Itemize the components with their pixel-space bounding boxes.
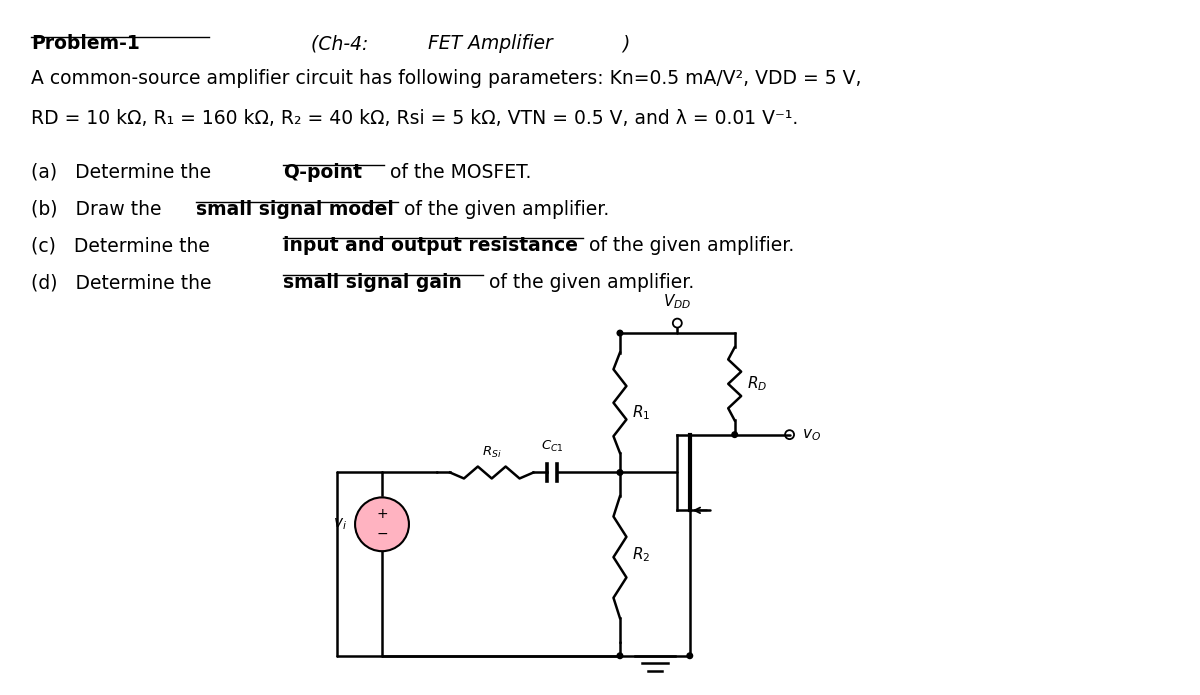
Text: of the given amplifier.: of the given amplifier. [583,236,794,256]
Text: +: + [376,507,388,521]
Text: small signal gain: small signal gain [283,273,462,293]
Text: (a)   Determine the: (a) Determine the [31,163,217,181]
Circle shape [617,330,623,336]
Circle shape [617,653,623,659]
Text: of the MOSFET.: of the MOSFET. [384,163,530,181]
Text: $R_2$: $R_2$ [632,545,650,564]
Text: of the given amplifier.: of the given amplifier. [484,273,695,293]
Text: Problem-1: Problem-1 [31,34,140,54]
Text: ): ) [622,34,629,54]
Text: (d)   Determine the: (d) Determine the [31,273,218,293]
Text: $R_D$: $R_D$ [746,375,767,393]
Text: A common-source amplifier circuit has following parameters: Kn=0.5 mA/V², VDD = : A common-source amplifier circuit has fo… [31,69,862,88]
Text: $v_O$: $v_O$ [802,427,821,443]
Text: $C_{C1}$: $C_{C1}$ [541,439,564,454]
Text: FET Amplifier: FET Amplifier [428,34,553,54]
Circle shape [686,653,692,659]
Text: (Ch-4:: (Ch-4: [311,34,374,54]
Text: RD = 10 kΩ, R₁ = 160 kΩ, R₂ = 40 kΩ, Rsi = 5 kΩ, VTN = 0.5 V, and λ = 0.01 V⁻¹.: RD = 10 kΩ, R₁ = 160 kΩ, R₂ = 40 kΩ, Rsi… [31,109,798,128]
Text: (c)   Determine the: (c) Determine the [31,236,216,256]
Text: input and output resistance: input and output resistance [283,236,577,256]
Circle shape [355,498,409,551]
Text: −: − [376,528,388,541]
Text: (b)   Draw the: (b) Draw the [31,199,168,219]
Text: $v_i$: $v_i$ [334,516,347,532]
Circle shape [732,432,738,437]
Text: $R_1$: $R_1$ [632,403,650,422]
Text: $V_{DD}$: $V_{DD}$ [664,293,691,311]
Text: of the given amplifier.: of the given amplifier. [398,199,610,219]
Text: $R_{Si}$: $R_{Si}$ [482,444,502,459]
Text: Q-point: Q-point [283,163,361,181]
Circle shape [617,470,623,475]
Text: small signal model: small signal model [196,199,394,219]
